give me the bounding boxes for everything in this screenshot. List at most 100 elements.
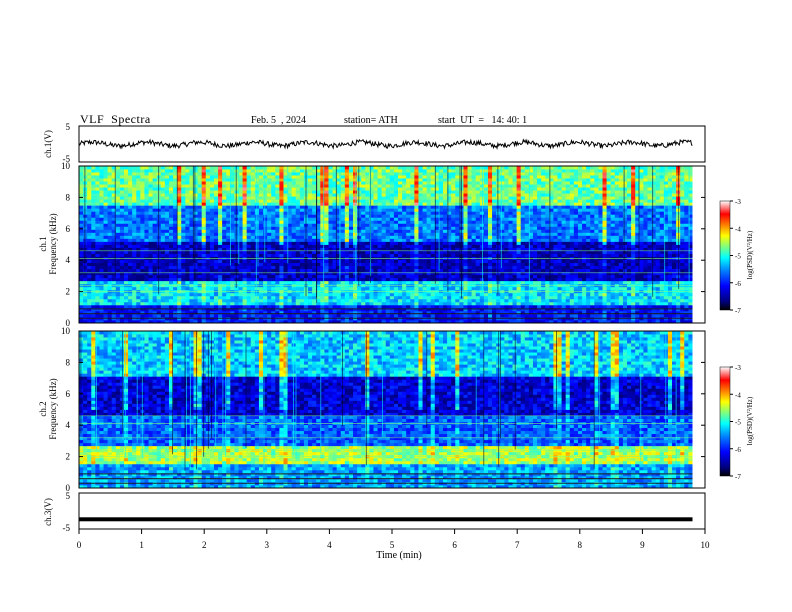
spectrogram-cell	[234, 199, 238, 202]
spectrogram-cell	[222, 214, 226, 217]
spectrogram-cell	[210, 263, 214, 266]
spectrogram-cell	[108, 196, 112, 199]
spectrogram-cell	[439, 175, 443, 178]
spectrogram-cell	[243, 314, 247, 317]
spectrogram-cell	[300, 211, 304, 214]
spectrogram-cell	[337, 217, 341, 220]
spectrogram-cell	[116, 287, 120, 290]
spectrogram-cell	[230, 272, 234, 275]
spectrogram-cell	[104, 187, 108, 190]
spectrogram-cell	[169, 190, 173, 193]
spectrogram-cell	[247, 296, 251, 299]
spectrogram-cell	[153, 305, 157, 308]
spectrogram-cell	[427, 184, 431, 187]
spectrogram-cell	[267, 226, 271, 229]
spectrogram-cell	[132, 272, 136, 275]
spectrogram-cell	[222, 223, 226, 226]
spectrogram-cell	[144, 226, 148, 229]
spectrogram-cell	[271, 193, 275, 196]
spectrogram-cell	[275, 245, 279, 248]
spectrogram-cell	[218, 263, 222, 266]
spectrogram-cell	[132, 275, 136, 278]
spectrogram-cell	[222, 241, 226, 244]
spectrogram-cell	[259, 187, 263, 190]
spectrogram-cell	[95, 190, 99, 193]
spectrogram-cell	[267, 296, 271, 299]
spectrogram-cell	[435, 302, 439, 305]
spectrogram-cell	[255, 211, 259, 214]
spectrogram-cell	[320, 299, 324, 302]
spectrogram-cell	[455, 196, 459, 199]
spectrogram-cell	[136, 193, 140, 196]
spectrogram-cell	[259, 166, 263, 169]
spectrogram-cell	[394, 269, 398, 272]
spectrogram-cell	[177, 208, 181, 211]
spectrogram-cell	[275, 166, 279, 169]
spectrogram-cell	[320, 190, 324, 193]
spectrogram-cell	[349, 190, 353, 193]
spectrogram-cell	[79, 287, 83, 290]
spectrogram-cell	[365, 223, 369, 226]
spectrogram-cell	[259, 296, 263, 299]
spectrogram-cell	[345, 229, 349, 232]
spectrogram-cell	[443, 272, 447, 275]
spectrogram-cell	[120, 293, 124, 296]
spectrogram-cell	[418, 199, 422, 202]
spectrogram-cell	[328, 193, 332, 196]
spectrogram-cell	[423, 272, 427, 275]
spectrogram-cell	[185, 314, 189, 317]
spectrogram-cell	[87, 302, 91, 305]
spectrogram-cell	[353, 281, 357, 284]
spectrogram-cell	[79, 169, 83, 172]
spectrogram-cell	[271, 205, 275, 208]
spectrogram-cell	[423, 248, 427, 251]
spectrogram-cell	[169, 196, 173, 199]
spectrogram-cell	[116, 293, 120, 296]
spectrogram-cell	[259, 263, 263, 266]
spectrogram-cell	[320, 226, 324, 229]
spectrogram-cell	[279, 172, 283, 175]
spectrogram-cell	[341, 181, 345, 184]
spectrogram-cell	[165, 235, 169, 238]
spectrogram-cell	[443, 214, 447, 217]
spectrogram-cell	[275, 232, 279, 235]
spectrogram-cell	[194, 172, 198, 175]
spectrogram-cell	[234, 314, 238, 317]
spectrogram-cell	[390, 299, 394, 302]
spectrogram-cell	[140, 232, 144, 235]
spectrogram-cell	[423, 296, 427, 299]
spectrogram-cell	[222, 281, 226, 284]
spectrogram-cell	[463, 211, 467, 214]
spectrogram-cell	[365, 196, 369, 199]
spectrogram-cell	[292, 305, 296, 308]
spectrogram-cell	[308, 220, 312, 223]
spectrogram-cell	[296, 241, 300, 244]
spectrogram-cell	[288, 178, 292, 181]
spectrogram-cell	[414, 263, 418, 266]
spectrogram-cell	[361, 226, 365, 229]
spectrogram-cell	[79, 278, 83, 281]
spectrogram-cell	[431, 314, 435, 317]
spectrogram-cell	[165, 302, 169, 305]
spectrogram-cell	[427, 169, 431, 172]
spectrogram-cell	[337, 229, 341, 232]
spectrogram-cell	[275, 229, 279, 232]
spectrogram-cell	[283, 254, 287, 257]
spectrogram-cell	[161, 238, 165, 241]
spectrogram-cell	[230, 241, 234, 244]
spectrogram-cell	[365, 254, 369, 257]
spectrogram-cell	[324, 226, 328, 229]
spectrogram-cell	[79, 263, 83, 266]
spectrogram-cell	[353, 193, 357, 196]
spectrogram-cell	[378, 187, 382, 190]
spectrogram-cell	[234, 208, 238, 211]
spectrogram-cell	[194, 278, 198, 281]
spectrogram-cell	[337, 302, 341, 305]
spectrogram-cell	[353, 302, 357, 305]
spectrogram-cell	[83, 229, 87, 232]
spectrogram-cell	[455, 181, 459, 184]
spectrogram-cell	[320, 287, 324, 290]
spectrogram-cell	[247, 275, 251, 278]
spectrogram-cell	[255, 175, 259, 178]
spectrogram-cell	[214, 287, 218, 290]
